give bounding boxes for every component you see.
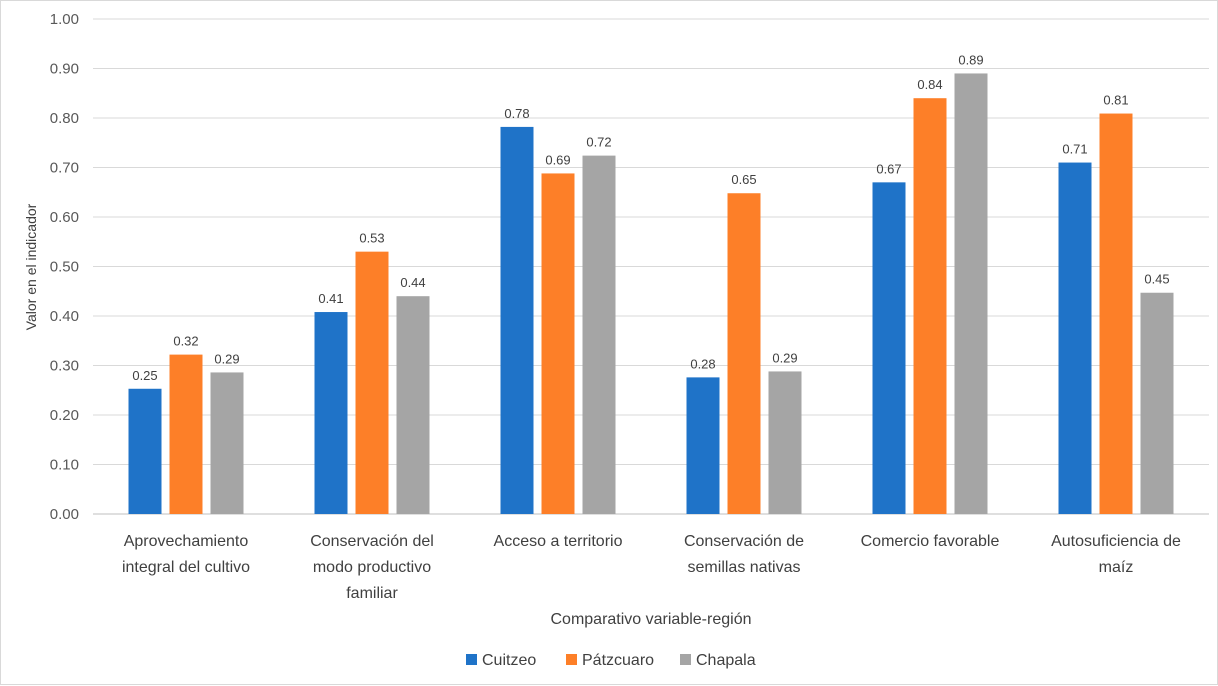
data-label: 0.28 xyxy=(690,356,715,371)
y-tick-label: 0.80 xyxy=(50,110,79,127)
legend-swatch xyxy=(466,654,477,665)
legend: Cuitzeo Pátzcuaro Chapala xyxy=(466,652,756,669)
y-axis-title: Valor en el indicador xyxy=(23,203,39,330)
data-label: 0.84 xyxy=(917,77,942,92)
data-label: 0.44 xyxy=(400,275,425,290)
category-label: semillas nativas xyxy=(688,559,801,576)
bar-chapala-2 xyxy=(582,155,616,514)
bar-ptzcuaro-3 xyxy=(727,193,761,515)
bar-ptzcuaro-1 xyxy=(355,251,389,514)
category-labels: Aprovechamiento integral del cultivo Conse… xyxy=(122,533,1181,602)
legend-label: Pátzcuaro xyxy=(582,652,654,669)
category-label: familiar xyxy=(346,585,398,602)
data-label: 0.65 xyxy=(731,172,756,187)
bar-cuitzeo-2 xyxy=(500,126,534,514)
bar-cuitzeo-5 xyxy=(1058,162,1092,515)
y-tick-label: 0.70 xyxy=(50,160,79,177)
data-label: 0.78 xyxy=(504,106,529,121)
data-label: 0.53 xyxy=(359,231,384,246)
legend-label: Chapala xyxy=(696,652,756,669)
gridlines xyxy=(93,18,1209,515)
data-label: 0.72 xyxy=(586,135,611,150)
bar-ptzcuaro-2 xyxy=(541,173,575,514)
bar-cuitzeo-4 xyxy=(872,182,906,514)
bar-cuitzeo-0 xyxy=(128,388,162,514)
y-axis-ticks: 0.00 0.10 0.20 0.30 0.40 0.50 0.60 0.70 0.80 0.90… xyxy=(50,11,79,523)
bar-chapala-3 xyxy=(768,371,802,514)
category-label: maíz xyxy=(1099,559,1134,576)
category-label: Conservación del xyxy=(310,533,434,550)
y-tick-label: 1.00 xyxy=(50,11,79,28)
category-label: modo productivo xyxy=(313,559,431,576)
legend-swatch xyxy=(680,654,691,665)
bar-cuitzeo-3 xyxy=(686,377,720,514)
category-label: integral del cultivo xyxy=(122,559,250,576)
data-label: 0.89 xyxy=(958,52,983,67)
bar-chapala-0 xyxy=(210,372,244,514)
data-label: 0.45 xyxy=(1144,272,1169,287)
y-tick-label: 0.40 xyxy=(50,308,79,325)
data-label: 0.25 xyxy=(132,368,157,383)
bar-ptzcuaro-5 xyxy=(1099,113,1133,515)
bar-ptzcuaro-0 xyxy=(169,354,203,514)
data-label: 0.69 xyxy=(545,152,570,167)
x-axis-title: Comparativo variable-región xyxy=(551,611,752,628)
bar-chapala-1 xyxy=(396,296,430,514)
category-label: Comercio favorable xyxy=(861,533,1000,550)
category-label: Autosuficiencia de xyxy=(1051,533,1181,550)
data-label: 0.67 xyxy=(876,161,901,176)
y-tick-label: 0.50 xyxy=(50,259,79,276)
legend-swatch xyxy=(566,654,577,665)
bar-chapala-4 xyxy=(954,73,988,514)
y-tick-label: 0.30 xyxy=(50,358,79,375)
data-label: 0.29 xyxy=(214,351,239,366)
bar-ptzcuaro-4 xyxy=(913,98,947,514)
data-label: 0.41 xyxy=(318,291,343,306)
category-label: Acceso a territorio xyxy=(494,533,623,550)
data-label: 0.32 xyxy=(173,334,198,349)
data-label: 0.29 xyxy=(772,350,797,365)
category-label: Conservación de xyxy=(684,533,804,550)
bar-chapala-5 xyxy=(1140,292,1174,514)
y-tick-label: 0.00 xyxy=(50,506,79,523)
data-label: 0.81 xyxy=(1103,93,1128,108)
legend-label: Cuitzeo xyxy=(482,652,536,669)
y-tick-label: 0.60 xyxy=(50,209,79,226)
bars xyxy=(128,73,1174,515)
category-label: Aprovechamiento xyxy=(124,533,249,550)
y-tick-label: 0.10 xyxy=(50,457,79,474)
y-tick-label: 0.90 xyxy=(50,61,79,78)
y-tick-label: 0.20 xyxy=(50,407,79,424)
data-label: 0.71 xyxy=(1062,142,1087,157)
bar-cuitzeo-1 xyxy=(314,312,348,514)
data-labels: 0.25 0.32 0.29 0.41 0.53 0.44 0.78 0.69 0.72 0.28… xyxy=(132,52,1169,382)
